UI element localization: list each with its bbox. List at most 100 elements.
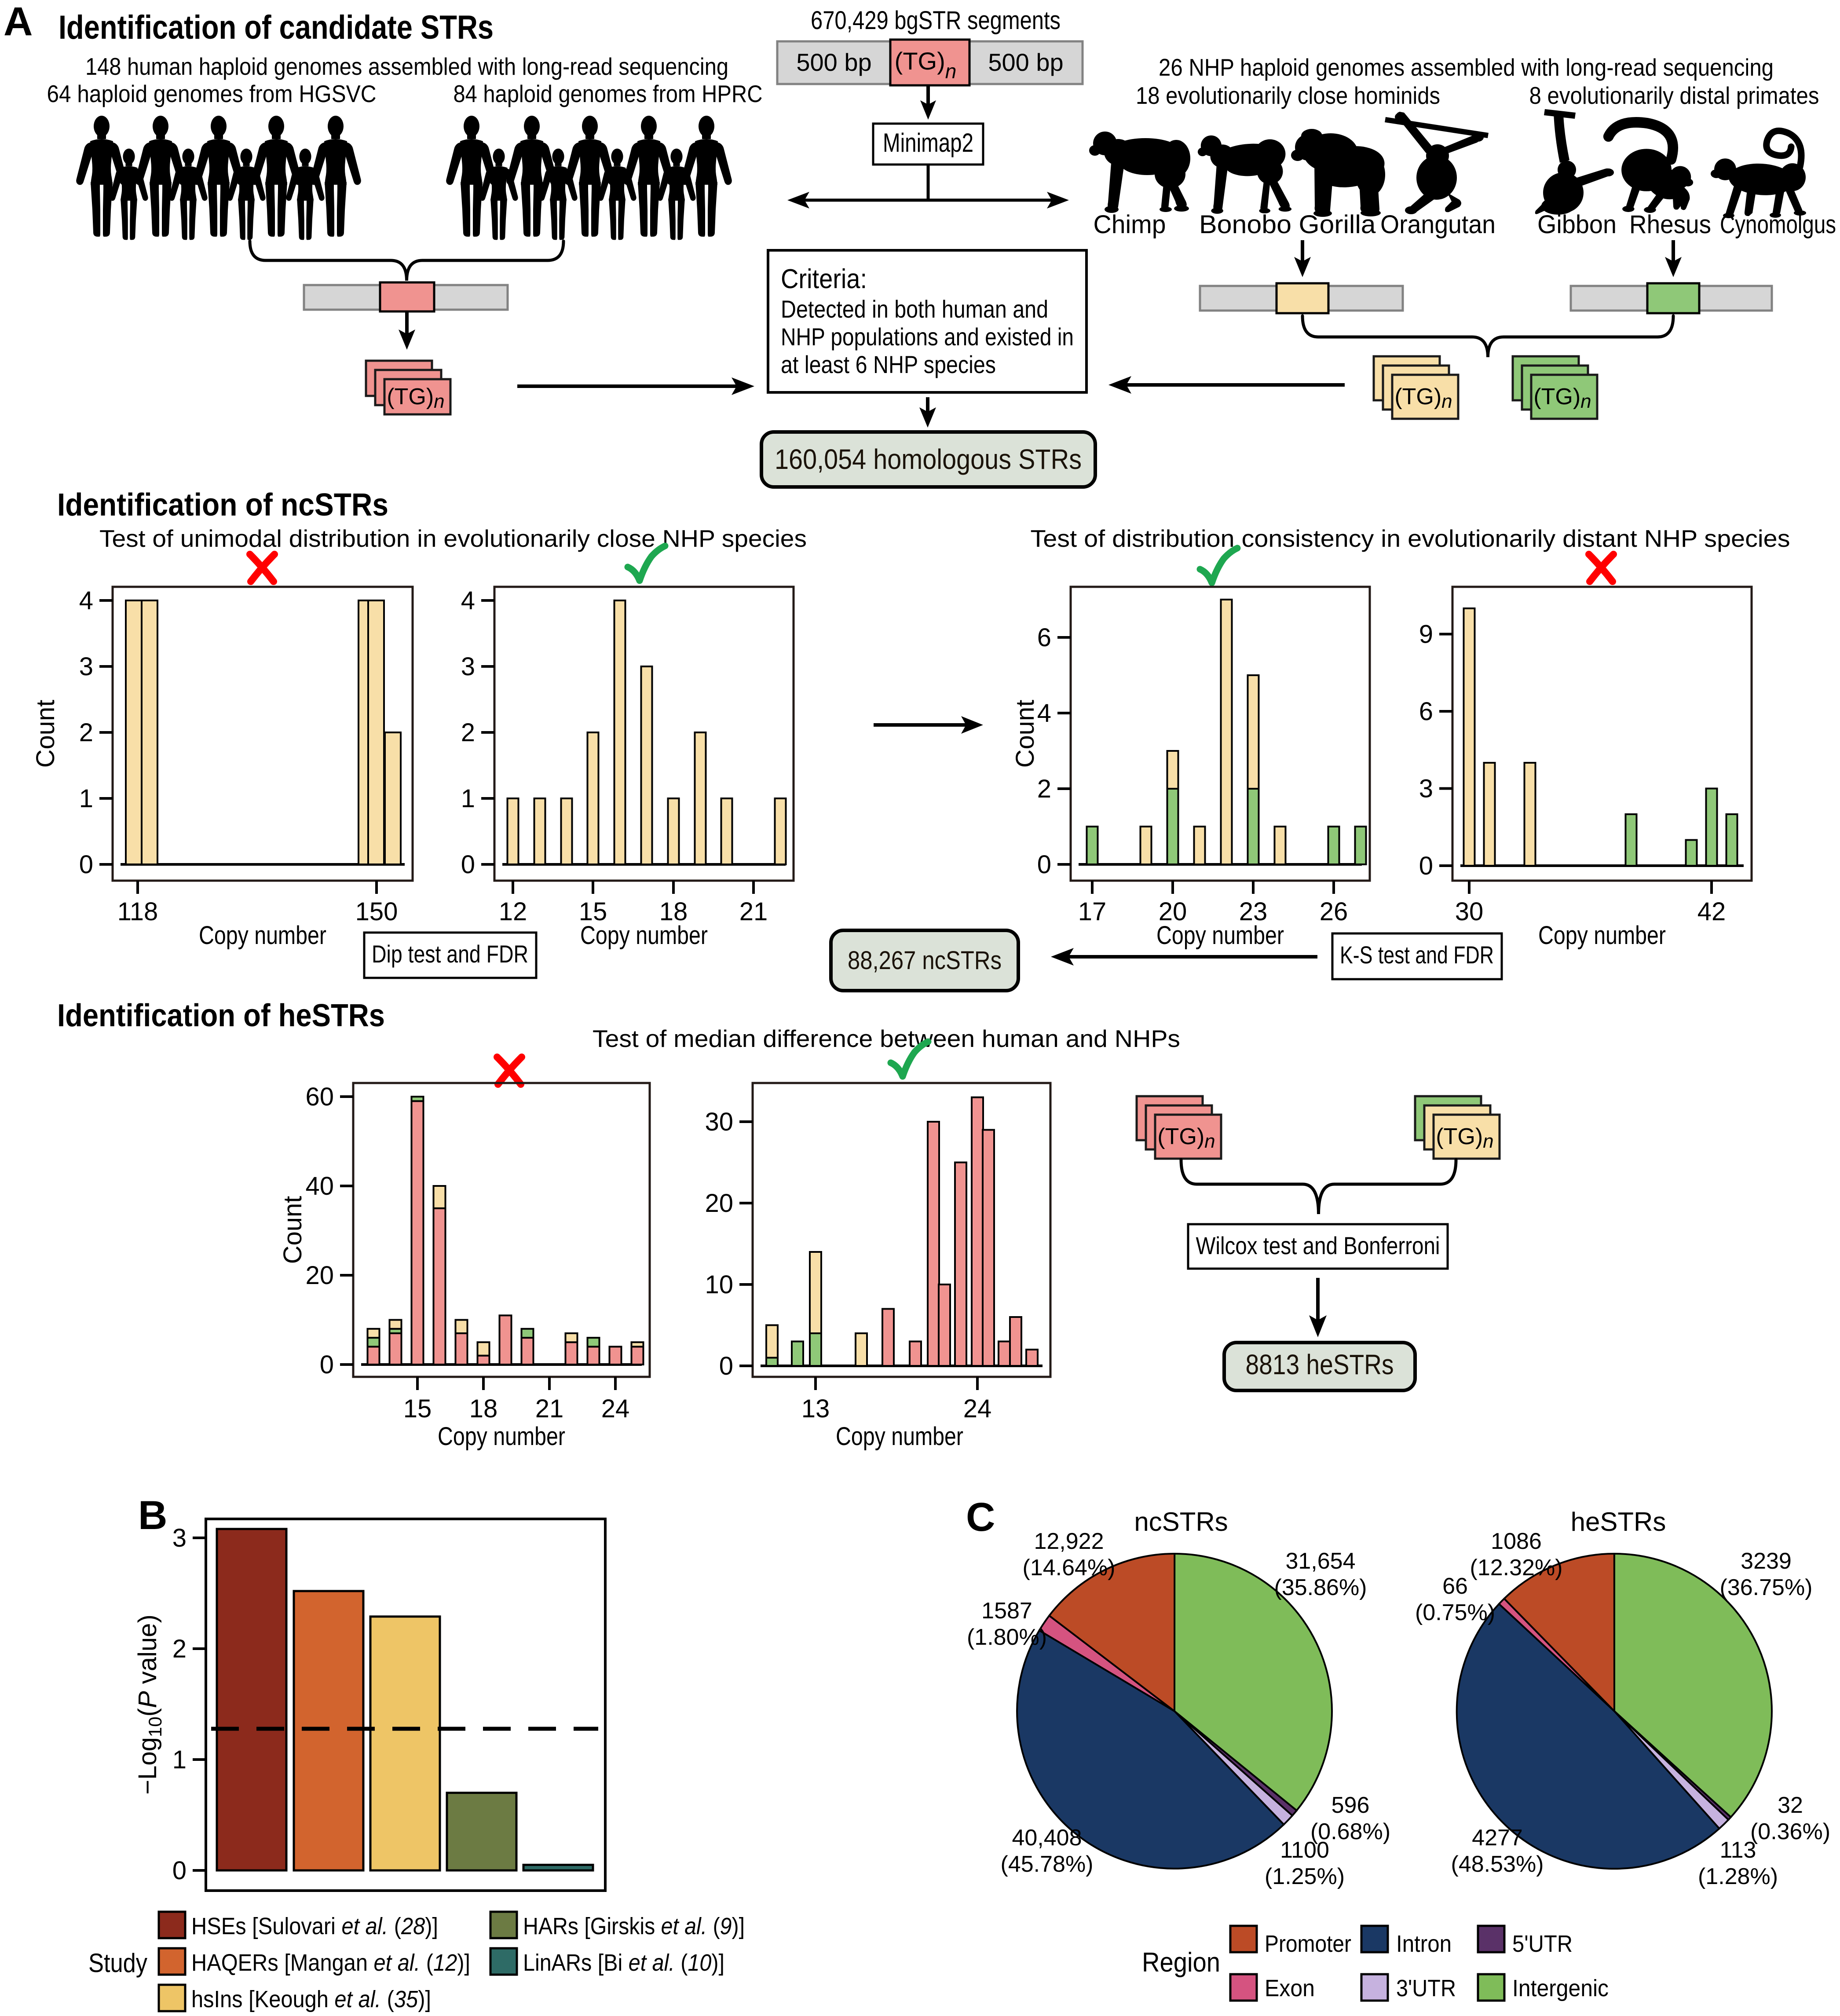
svg-text:B: B: [138, 1493, 167, 1538]
svg-text:Copy number: Copy number: [199, 921, 326, 950]
svg-text:(14.64%): (14.64%): [1023, 1555, 1116, 1581]
svg-text:ncSTRs: ncSTRs: [1134, 1507, 1228, 1537]
svg-text:2: 2: [172, 1635, 187, 1663]
svg-text:C: C: [966, 1495, 995, 1540]
svg-text:Copy number: Copy number: [1156, 921, 1284, 950]
svg-text:5'UTR: 5'UTR: [1512, 1931, 1573, 1957]
svg-text:Identification of ncSTRs: Identification of ncSTRs: [57, 487, 388, 523]
svg-text:66: 66: [1442, 1573, 1468, 1599]
svg-text:1: 1: [172, 1745, 187, 1774]
svg-text:Count: Count: [278, 1196, 307, 1264]
svg-text:4: 4: [461, 586, 475, 615]
svg-text:10: 10: [705, 1270, 733, 1299]
svg-text:26 NHP haploid genomes assembl: 26 NHP haploid genomes assembled with lo…: [1159, 54, 1774, 81]
svg-text:Gorilla: Gorilla: [1299, 210, 1376, 239]
svg-text:9: 9: [1419, 620, 1433, 649]
svg-text:heSTRs: heSTRs: [1571, 1507, 1666, 1537]
svg-text:15: 15: [579, 897, 607, 926]
svg-text:3'UTR: 3'UTR: [1396, 1975, 1456, 2001]
svg-text:30: 30: [705, 1108, 733, 1136]
svg-text:32: 32: [1778, 1793, 1803, 1818]
svg-text:13: 13: [801, 1394, 830, 1423]
svg-text:Criteria:: Criteria:: [781, 264, 867, 294]
svg-text:Study: Study: [88, 1948, 147, 1978]
svg-text:Promoter: Promoter: [1265, 1931, 1351, 1957]
svg-text:Region: Region: [1142, 1947, 1220, 1978]
svg-text:670,429 bgSTR segments: 670,429 bgSTR segments: [811, 6, 1061, 35]
svg-text:160,054 homologous STRs: 160,054 homologous STRs: [775, 443, 1082, 475]
svg-text:2: 2: [79, 718, 93, 747]
svg-text:Count: Count: [31, 700, 60, 768]
svg-text:Test of median difference betw: Test of median difference between human …: [593, 1025, 1180, 1052]
svg-text:3239: 3239: [1741, 1548, 1792, 1574]
svg-text:6: 6: [1419, 697, 1433, 726]
svg-text:118: 118: [117, 897, 158, 926]
svg-text:Rhesus: Rhesus: [1629, 210, 1711, 239]
svg-text:60: 60: [305, 1083, 334, 1111]
svg-text:LinARs [Bi et al. (10)]: LinARs [Bi et al. (10)]: [523, 1950, 724, 1976]
svg-text:1: 1: [79, 784, 93, 813]
svg-text:1: 1: [461, 784, 475, 813]
svg-text:24: 24: [963, 1394, 992, 1423]
svg-text:500 bp: 500 bp: [988, 48, 1063, 76]
svg-text:17: 17: [1078, 897, 1107, 926]
svg-text:40: 40: [305, 1172, 334, 1200]
svg-text:3: 3: [461, 652, 475, 681]
svg-text:Minimap2: Minimap2: [883, 128, 973, 157]
svg-text:18: 18: [659, 897, 688, 926]
svg-text:0: 0: [320, 1350, 334, 1379]
svg-text:42: 42: [1697, 897, 1726, 926]
svg-text:Chimp: Chimp: [1094, 210, 1166, 239]
svg-text:(0.36%): (0.36%): [1750, 1819, 1830, 1844]
svg-text:20: 20: [1159, 897, 1187, 926]
svg-text:(1.80%): (1.80%): [967, 1625, 1047, 1650]
svg-text:(45.78%): (45.78%): [1001, 1851, 1094, 1877]
svg-text:0: 0: [461, 850, 475, 879]
svg-text:0: 0: [719, 1352, 733, 1380]
svg-text:at least 6 NHP species: at least 6 NHP species: [781, 351, 996, 378]
svg-text:(36.75%): (36.75%): [1720, 1575, 1813, 1600]
svg-text:(0.75%): (0.75%): [1415, 1600, 1495, 1625]
svg-text:Test of distribution consisten: Test of distribution consistency in evol…: [1031, 525, 1790, 552]
svg-text:18: 18: [469, 1394, 498, 1423]
svg-text:1100: 1100: [1280, 1837, 1329, 1863]
svg-text:Exon: Exon: [1265, 1975, 1315, 2001]
svg-text:(TG)n: (TG)n: [1436, 1124, 1493, 1152]
svg-text:18 evolutionarily close homini: 18 evolutionarily close hominids: [1136, 82, 1440, 109]
svg-text:3: 3: [172, 1524, 187, 1552]
svg-text:1086: 1086: [1491, 1529, 1542, 1554]
svg-text:12: 12: [499, 897, 527, 926]
svg-text:30: 30: [1455, 897, 1484, 926]
svg-text:Orangutan: Orangutan: [1380, 210, 1496, 239]
svg-text:4: 4: [1037, 699, 1051, 728]
svg-text:8 evolutionarily distal primat: 8 evolutionarily distal primates: [1529, 82, 1819, 109]
svg-text:0: 0: [1419, 852, 1433, 880]
svg-text:Dip test and FDR: Dip test and FDR: [372, 940, 528, 968]
svg-text:596: 596: [1332, 1793, 1370, 1818]
svg-text:26: 26: [1320, 897, 1348, 926]
svg-text:150: 150: [355, 897, 398, 926]
svg-text:23: 23: [1239, 897, 1268, 926]
svg-text:Intergenic: Intergenic: [1512, 1975, 1609, 2001]
svg-text:Identification of heSTRs: Identification of heSTRs: [57, 998, 385, 1033]
svg-text:4277: 4277: [1472, 1825, 1523, 1851]
svg-text:15: 15: [403, 1394, 432, 1423]
svg-text:20: 20: [305, 1261, 334, 1290]
svg-text:8813 heSTRs: 8813 heSTRs: [1246, 1349, 1394, 1380]
svg-text:−Log10(P value): −Log10(P value): [133, 1614, 165, 1794]
svg-text:Copy number: Copy number: [438, 1422, 565, 1451]
svg-text:K-S test and FDR: K-S test and FDR: [1340, 941, 1494, 969]
svg-text:Gibbon: Gibbon: [1537, 210, 1617, 239]
svg-text:4: 4: [79, 586, 93, 615]
svg-text:Identification of candidate ST: Identification of candidate STRs: [59, 9, 494, 46]
svg-text:20: 20: [705, 1189, 733, 1218]
svg-text:Copy number: Copy number: [1538, 921, 1666, 950]
svg-text:Detected in both human and: Detected in both human and: [781, 295, 1048, 323]
svg-text:A: A: [4, 0, 33, 44]
svg-text:3: 3: [1419, 775, 1433, 803]
svg-text:HSEs [Sulovari et al. (28)]: HSEs [Sulovari et al. (28)]: [191, 1913, 438, 1939]
svg-text:(48.53%): (48.53%): [1451, 1851, 1544, 1877]
svg-text:0: 0: [79, 850, 93, 879]
svg-text:2: 2: [1037, 775, 1051, 803]
svg-text:Cynomolgus: Cynomolgus: [1720, 210, 1836, 239]
